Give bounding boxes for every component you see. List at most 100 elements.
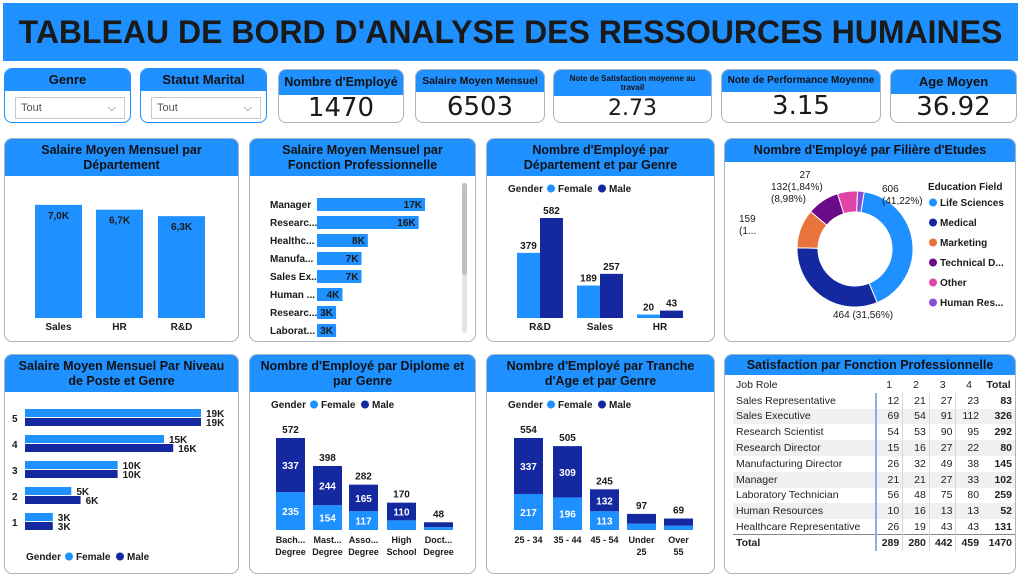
total-label: 282 xyxy=(355,472,372,483)
data-label: 5K xyxy=(76,487,90,498)
matrix-cell: 27 xyxy=(928,440,956,456)
legend-title: Gender xyxy=(26,552,61,563)
legend-marker xyxy=(929,278,937,287)
category-label: 25 - 34 xyxy=(514,535,542,545)
legend-male-marker xyxy=(598,400,606,409)
category-label: High School xyxy=(386,535,416,557)
data-label: 3K xyxy=(320,326,334,337)
kpi-label: Age Moyen xyxy=(891,70,1016,94)
total-label: 48 xyxy=(433,509,445,520)
bar xyxy=(96,209,143,318)
legend-label: Marketing xyxy=(940,238,987,249)
matrix-header-cell[interactable]: 2 xyxy=(913,378,919,391)
matrix-header-cell[interactable]: Total xyxy=(986,378,1011,391)
kpi-salaire-moyen: Salaire Moyen Mensuel 6503 xyxy=(415,69,545,123)
matrix-cell: 83 xyxy=(1000,394,1012,407)
matrix-row-label: Total xyxy=(733,534,876,551)
slicer-genre-dropdown[interactable]: Tout ⌵ xyxy=(15,97,125,119)
bar-female xyxy=(514,493,543,530)
legend-male-label: Male xyxy=(609,184,632,195)
kpi-label: Nombre d'Employé xyxy=(279,70,403,95)
bar-female xyxy=(25,435,164,443)
chart-salary-by-dept: 7,0K Sales 6,7K HR 6,3K R&D xyxy=(35,204,205,333)
chevron-down-icon[interactable]: ⌵ xyxy=(243,102,252,114)
matrix-cell: 69 xyxy=(874,408,903,425)
total-label: 572 xyxy=(282,425,299,436)
bar-female xyxy=(25,409,201,417)
matrix-header-job-role[interactable]: Job Role xyxy=(736,378,778,391)
bar xyxy=(158,216,205,318)
bar-female xyxy=(577,285,600,318)
slicer-statut-dropdown[interactable]: Tout ⌵ xyxy=(151,97,261,119)
data-label: 10K xyxy=(123,470,142,481)
kpi-value: 2.73 xyxy=(608,96,657,121)
data-label: 10K xyxy=(123,461,142,472)
slicer-genre[interactable]: Genre Tout ⌵ xyxy=(4,68,131,123)
bar-male xyxy=(660,310,683,318)
matrix-row-label: Manager xyxy=(733,471,876,488)
category-label: Human ... xyxy=(270,290,315,301)
chart-salary-by-role: Manager 17K Researc... 16K Healthc... 8K Manuf… xyxy=(270,183,467,337)
data-label: 244 xyxy=(319,482,336,493)
data-label: 3K xyxy=(58,513,72,524)
matrix-header-cell[interactable]: 3 xyxy=(939,378,946,391)
matrix-row-label: Sales Representative xyxy=(736,394,836,407)
matrix-header-row: Job Role 1 2 3 4 Total xyxy=(733,377,1015,393)
matrix-cell: 259 xyxy=(994,489,1012,502)
matrix-cell: 91 xyxy=(928,408,956,425)
matrix-cell: 52 xyxy=(982,503,1015,520)
matrix-cell: 90 xyxy=(928,424,956,441)
category-label: Manager xyxy=(270,200,311,211)
data-label: 159 (1... xyxy=(739,214,756,237)
legend-male-marker xyxy=(598,184,606,193)
bar-male xyxy=(25,418,201,426)
matrix-cell: 289 xyxy=(874,534,903,551)
matrix-header-cell[interactable]: 4 xyxy=(966,378,972,391)
category-label: Bach... Degree xyxy=(275,535,306,557)
data-label: 20 xyxy=(643,303,655,314)
bar-female xyxy=(553,497,582,530)
bar xyxy=(317,234,368,247)
matrix-cell: 292 xyxy=(994,426,1012,439)
category-label: R&D xyxy=(171,322,193,333)
legend-female-marker xyxy=(547,400,555,409)
slicer-statut-value: Tout xyxy=(157,102,178,114)
bar-female xyxy=(664,525,693,530)
legend-female-label: Female xyxy=(76,552,111,563)
kpi-value: 36.92 xyxy=(916,92,991,122)
matrix-cell: 102 xyxy=(982,471,1015,488)
legend-title: Gender xyxy=(508,400,543,411)
scrollbar-thumb[interactable] xyxy=(462,183,467,275)
data-label: 6,3K xyxy=(171,222,193,233)
bar xyxy=(317,288,343,301)
chart-salary-by-dept-card: Salaire Moyen Mensuel par Département 7,… xyxy=(4,138,239,342)
category-label: Healthc... xyxy=(270,236,315,247)
matrix-cell: 53 xyxy=(902,424,930,441)
donut-slice xyxy=(796,247,878,308)
matrix-cell: 442 xyxy=(928,534,956,551)
bar xyxy=(317,306,337,319)
matrix-cell: 23 xyxy=(955,392,983,409)
data-label: 257 xyxy=(603,262,620,273)
legend-marker xyxy=(929,238,937,247)
category-label: HR xyxy=(653,322,668,333)
bar-male xyxy=(25,496,81,504)
slicer-statut-marital[interactable]: Statut Marital Tout ⌵ xyxy=(140,68,267,123)
bar-female xyxy=(25,513,53,521)
matrix-header-cell[interactable]: 1 xyxy=(886,378,893,391)
matrix-row-label: Laboratory Technician xyxy=(736,489,839,502)
data-label: 27 xyxy=(799,170,811,181)
matrix-cell: 15 xyxy=(874,440,903,456)
legend-female-marker xyxy=(547,184,555,193)
data-label: 464 (31,56%) xyxy=(833,310,893,321)
chart-salary-by-level-card: Salaire Moyen Mensuel Par Niveau de Post… xyxy=(4,354,239,574)
bar-male xyxy=(25,522,53,530)
bar xyxy=(317,324,337,337)
matrix-row: Manufacturing Director 26 32 49 38 145 xyxy=(733,455,1015,472)
data-label: 3K xyxy=(320,308,334,319)
category-label: 5 xyxy=(12,414,18,425)
chevron-down-icon[interactable]: ⌵ xyxy=(107,102,116,114)
matrix-cell: 26 xyxy=(874,519,903,535)
legend-male-label: Male xyxy=(372,400,395,411)
kpi-label: Salaire Moyen Mensuel xyxy=(416,70,544,92)
